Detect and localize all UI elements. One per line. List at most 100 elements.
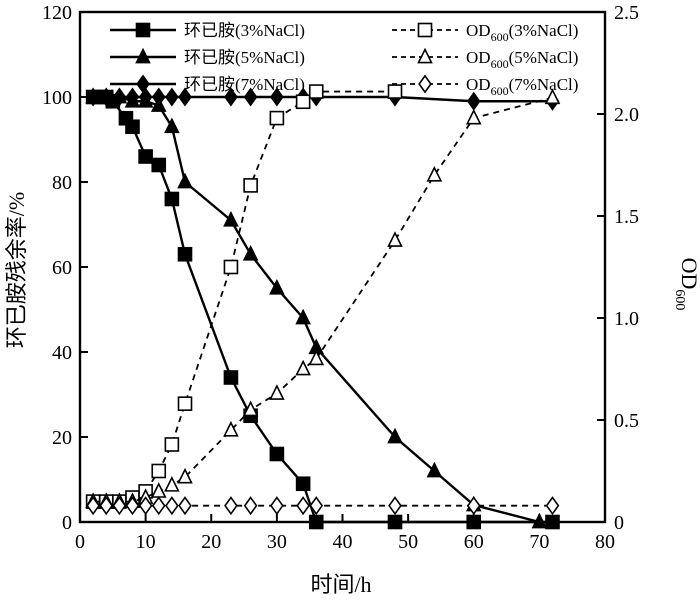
data-point	[112, 496, 127, 516]
y-axis-left-title: 环已胺残余率/%	[4, 192, 29, 348]
legend: 环已胺(3%NaCl) 环已胺(5%NaCl) 环已胺(7%NaCl) OD600(3…	[110, 21, 578, 98]
data-point	[178, 496, 192, 516]
legend-label: OD600(5%NaCl)	[466, 48, 578, 71]
data-point	[164, 476, 180, 492]
data-point	[269, 446, 285, 462]
x-tick-label: 70	[529, 531, 549, 553]
data-point	[243, 178, 258, 193]
data-point	[270, 496, 284, 516]
legend-label: OD600(3%NaCl)	[466, 21, 578, 44]
data-point	[308, 514, 324, 530]
series-layer	[85, 84, 561, 530]
y-axis-right-title: OD600	[672, 258, 700, 311]
data-point	[388, 496, 402, 516]
legend-item: 环已胺(5%NaCl)	[110, 47, 305, 67]
data-point	[296, 496, 310, 516]
data-point	[165, 496, 179, 516]
data-point	[177, 467, 193, 484]
y-left-tick-label: 80	[52, 172, 72, 194]
data-point	[466, 91, 481, 111]
data-point	[387, 427, 403, 444]
x-axis: 0 10 20 30 40 50 60 70 80	[75, 514, 615, 553]
y-right-tick-label: 0	[614, 512, 624, 534]
data-point	[86, 87, 100, 107]
x-tick-label: 30	[267, 531, 287, 553]
series-1	[85, 89, 560, 530]
data-point	[308, 84, 324, 99]
data-point	[545, 496, 560, 516]
data-point	[545, 514, 560, 530]
data-point	[86, 496, 100, 516]
data-point	[270, 87, 284, 107]
data-point	[177, 396, 193, 411]
data-point	[125, 87, 140, 107]
data-point	[387, 231, 403, 247]
data-point	[135, 22, 151, 38]
x-tick-label: 80	[595, 531, 615, 553]
legend-label: 环已胺(7%NaCl)	[184, 75, 305, 94]
data-point	[387, 514, 403, 530]
data-point	[465, 108, 482, 125]
legend-item: 环已胺(7%NaCl)	[110, 74, 305, 94]
data-point	[309, 496, 324, 516]
data-point	[223, 210, 239, 227]
data-point	[177, 172, 193, 189]
data-point	[164, 437, 180, 452]
x-tick-label: 20	[201, 531, 221, 553]
data-point	[426, 165, 443, 182]
data-point	[223, 259, 239, 275]
data-point	[426, 461, 443, 478]
data-point	[151, 87, 166, 107]
legend-item: 环已胺(3%NaCl)	[110, 21, 305, 40]
data-point	[466, 514, 482, 530]
data-point	[417, 47, 433, 64]
y-left-tick-label: 60	[52, 257, 72, 279]
legend-label: OD600(7%NaCl)	[466, 75, 578, 98]
data-point	[138, 149, 153, 164]
y-right-tick-label: 1.0	[614, 308, 639, 330]
data-point	[295, 308, 311, 325]
data-point	[269, 278, 285, 295]
data-point	[387, 84, 403, 99]
y-right-tick-label: 1.5	[614, 206, 639, 228]
data-point	[223, 420, 239, 437]
data-point	[164, 117, 180, 134]
data-point	[135, 47, 151, 64]
data-point	[418, 74, 432, 94]
x-tick-label: 10	[136, 531, 156, 553]
y-left-tick-label: 40	[52, 342, 72, 364]
data-point	[151, 157, 167, 173]
data-point	[125, 496, 140, 516]
legend-item: OD600(5%NaCl)	[392, 47, 578, 71]
data-point	[125, 119, 140, 135]
y-left-tick-label: 0	[62, 512, 72, 534]
legend-item: OD600(3%NaCl)	[392, 21, 578, 44]
y-right-tick-label: 2.0	[614, 104, 639, 126]
data-point	[99, 496, 114, 516]
legend-item: OD600(7%NaCl)	[392, 74, 578, 98]
data-point	[165, 87, 179, 107]
data-point	[112, 87, 127, 107]
data-point	[224, 496, 238, 516]
data-point	[99, 87, 114, 107]
data-point	[138, 496, 153, 516]
y-axis-left: 0 20 40 60 80 100 120	[42, 2, 88, 534]
data-point	[243, 496, 258, 516]
series-6	[86, 496, 560, 516]
data-point	[242, 244, 259, 261]
series-4	[85, 84, 403, 509]
data-point	[295, 359, 311, 376]
data-point	[150, 482, 167, 498]
data-point	[417, 22, 433, 38]
series-2	[85, 87, 548, 529]
y-axis-right-title-main: OD	[677, 258, 700, 290]
y-left-tick-label: 20	[52, 427, 72, 449]
data-point	[295, 94, 311, 110]
data-point	[164, 191, 180, 207]
data-point	[151, 463, 167, 479]
data-point	[466, 496, 481, 516]
x-axis-title: 时间/h	[310, 572, 371, 597]
data-point	[531, 512, 548, 529]
x-tick-label: 60	[464, 531, 484, 553]
